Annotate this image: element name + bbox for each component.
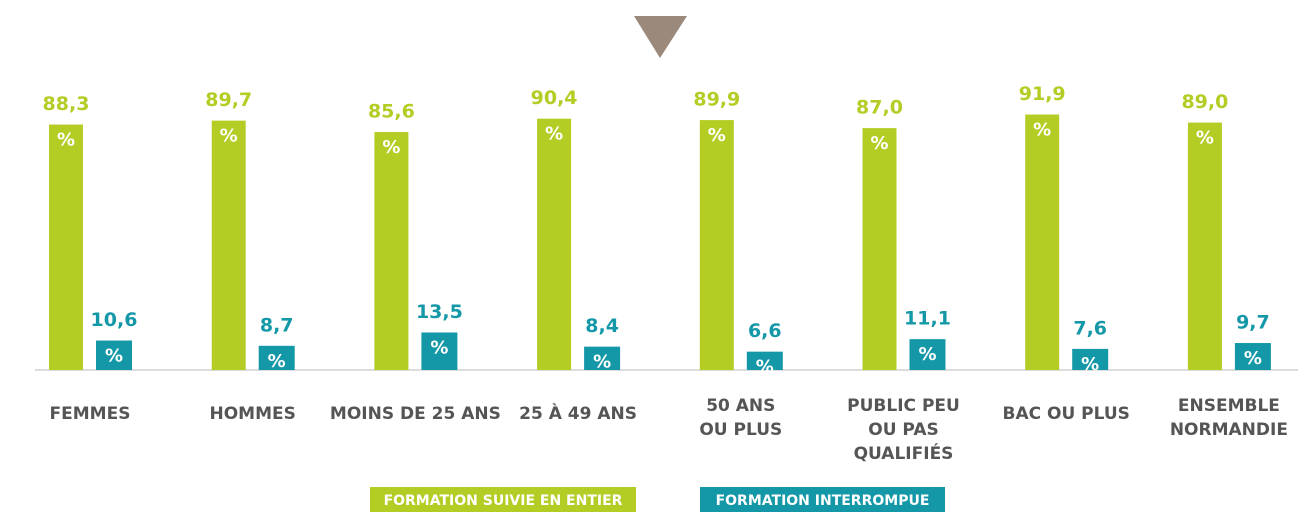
value-label: 13,5 [416,301,463,323]
unit-label: % [1244,348,1262,369]
unit-label: % [545,124,563,145]
bar [1072,348,1109,370]
x-tick-label: HOMMES [210,404,296,424]
bar [258,345,295,370]
bar [1234,343,1271,370]
bar [746,351,783,370]
unit-label: % [220,126,238,147]
value-label: 8,4 [585,315,619,337]
bar [537,118,572,370]
legend-label: FORMATION INTERROMPUE [716,493,930,509]
value-label: 89,7 [205,89,252,111]
value-label: 85,6 [368,101,415,123]
marker-triangle [634,16,687,58]
bar [211,120,246,370]
unit-label: % [1033,120,1051,141]
unit-label: % [1196,128,1214,149]
unit-label: % [430,337,448,358]
unit-label: % [57,130,75,151]
value-label: 9,7 [1236,312,1270,334]
value-label: 91,9 [1019,83,1066,105]
value-label: 11,1 [904,308,951,330]
value-label: 6,6 [748,320,782,342]
value-label: 89,0 [1181,91,1228,113]
value-label: 10,6 [91,309,138,331]
bar [862,128,897,370]
unit-label: % [382,137,400,158]
unit-label: % [593,352,611,373]
value-label: 87,0 [856,97,903,119]
value-label: 8,7 [260,314,294,336]
unit-label: % [1081,354,1099,375]
unit-label: % [756,357,774,378]
value-label: 89,9 [693,89,740,111]
unit-label: % [708,125,726,146]
bar [96,340,132,370]
x-tick-label: 25 À 49 ANS [519,402,637,424]
value-label: 90,4 [531,87,578,109]
x-tick-label: 50 ANS OU PLUS [699,396,782,440]
unit-label: % [870,133,888,154]
value-label: 88,3 [43,93,90,115]
x-tick-label: FEMMES [50,404,131,424]
bar [1025,114,1060,370]
value-label: 7,6 [1073,317,1107,339]
legend-swatch [700,487,945,512]
bar [49,124,83,370]
legend-label: FORMATION SUIVIE EN ENTIER [384,493,623,509]
bar [584,346,621,370]
bar [374,132,409,370]
unit-label: % [105,346,123,367]
legend-swatch [370,487,636,512]
unit-label: % [918,344,936,365]
x-tick-label: ENSEMBLE NORMANDIE [1170,396,1288,440]
x-tick-label: BAC OU PLUS [1002,404,1129,424]
bar [1187,122,1222,370]
bar [909,339,946,370]
x-tick-label: PUBLIC PEU OU PAS QUALIFIÉS [847,396,960,464]
unit-label: % [268,351,286,372]
x-tick-label: MOINS DE 25 ANS [330,404,501,424]
bar [421,332,458,370]
bar [699,120,734,370]
